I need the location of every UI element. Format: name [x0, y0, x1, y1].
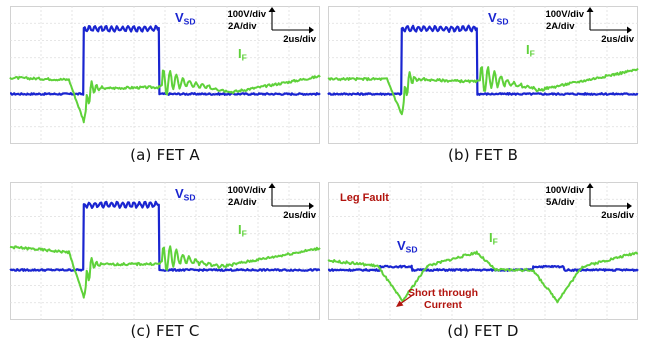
volt-scale-label: 100V/div	[545, 9, 584, 20]
if-trace	[327, 250, 639, 304]
leg-fault-title: Leg Fault	[340, 192, 389, 204]
panel-fet-c: 100V/div 2A/div 2us/div VSD IF	[9, 182, 321, 320]
panel-fet-a: 100V/div 2A/div 2us/div VSD IF	[9, 6, 321, 144]
current-scale-label: 2A/div	[546, 21, 575, 32]
if-label: IF	[238, 222, 247, 239]
if-label: IF	[489, 230, 498, 247]
if-trace	[9, 69, 321, 124]
time-scale-label: 2us/div	[283, 210, 316, 221]
scale-arrows-icon	[586, 183, 632, 210]
vsd-label: VSD	[397, 238, 417, 255]
vsd-trace	[327, 24, 639, 96]
panel-fet-b: 100V/div 2A/div 2us/div VSD IF	[327, 6, 639, 144]
caption-fet-a: (a) FET A	[130, 146, 200, 164]
time-scale-label: 2us/div	[601, 210, 634, 221]
if-label: IF	[238, 46, 247, 63]
vsd-label: VSD	[175, 186, 195, 203]
caption-fet-c: (c) FET C	[130, 322, 200, 340]
current-scale-label: 2A/div	[228, 21, 257, 32]
annotation-arrow-icon	[396, 293, 415, 307]
scope-grid	[328, 182, 638, 320]
current-scale-label: 2A/div	[228, 197, 257, 208]
caption-fet-d: (d) FET D	[447, 322, 519, 340]
time-scale-label: 2us/div	[601, 34, 634, 45]
if-trace	[9, 245, 321, 299]
scale-arrows-icon	[586, 7, 632, 34]
time-scale-label: 2us/div	[283, 34, 316, 45]
caption-fet-b: (b) FET B	[447, 146, 519, 164]
short-through-annotation: Short through	[408, 287, 478, 299]
volt-scale-label: 100V/div	[227, 9, 266, 20]
vsd-label: VSD	[175, 10, 195, 27]
scale-arrows-icon	[268, 7, 314, 34]
if-label: IF	[526, 42, 535, 59]
short-through-annotation: Current	[424, 299, 462, 311]
volt-scale-label: 100V/div	[545, 185, 584, 196]
if-trace	[327, 66, 639, 116]
current-scale-label: 5A/div	[546, 197, 575, 208]
vsd-trace	[9, 200, 321, 272]
vsd-trace	[9, 24, 321, 96]
vsd-label: VSD	[488, 10, 508, 27]
panel-fet-d: 100V/div 5A/div 2us/div VSD IF Leg Fault Short…	[327, 182, 639, 320]
volt-scale-label: 100V/div	[227, 185, 266, 196]
scale-arrows-icon	[268, 183, 314, 210]
